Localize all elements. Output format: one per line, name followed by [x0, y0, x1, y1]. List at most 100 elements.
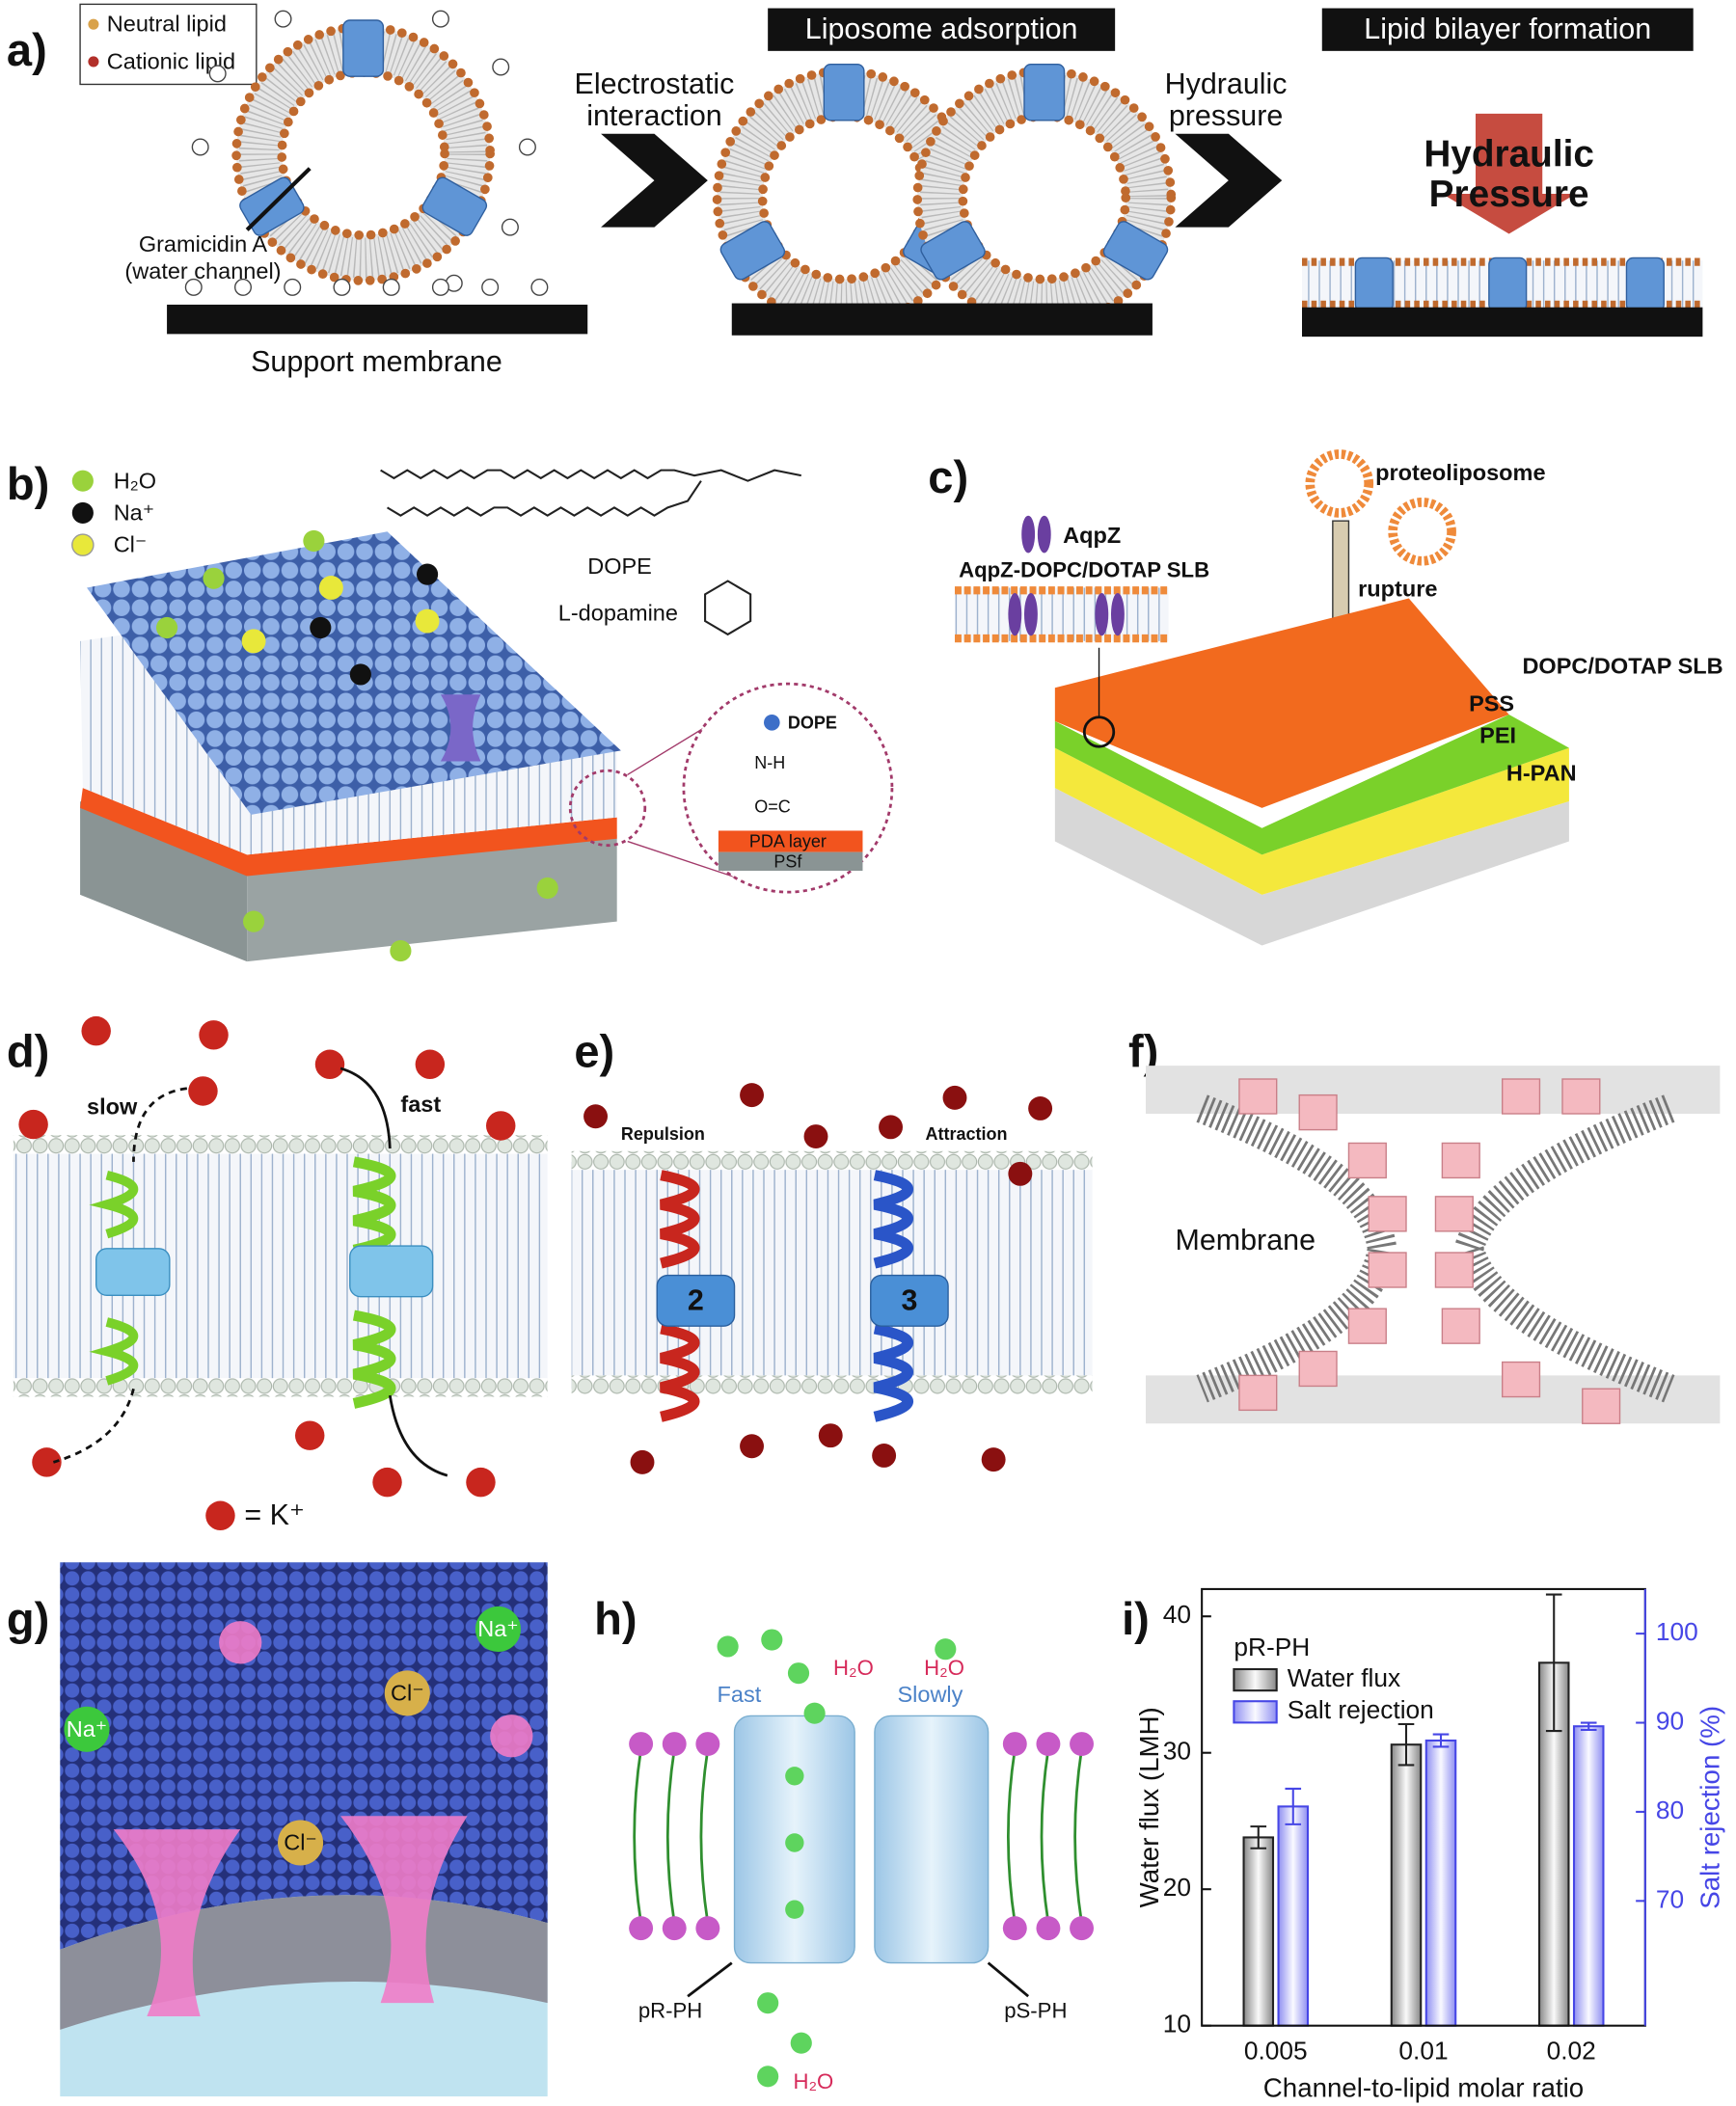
ions	[303, 529, 325, 553]
annotation: proteoliposome	[1375, 460, 1545, 485]
annotation: interaction	[586, 99, 722, 132]
panel-d: d) slow fast = K⁺	[7, 1015, 548, 1531]
channels	[113, 1829, 241, 2016]
helix	[873, 1170, 913, 1422]
error-bar	[1250, 1825, 1267, 1850]
channels	[340, 1816, 468, 2004]
annotation: O=C	[754, 797, 791, 817]
annotation: PSf	[773, 851, 802, 871]
ions	[318, 576, 343, 600]
panel-b: b) H₂O Na⁺ Cl⁻ DOPE L-dopamine DOPE N-H …	[7, 458, 894, 962]
pressure-arrow	[1442, 113, 1576, 234]
legend-swatch	[1233, 1700, 1278, 1724]
ions	[372, 1467, 402, 1498]
pillar-units	[1238, 1374, 1278, 1412]
ion-label: Na⁺	[67, 1716, 107, 1742]
pointer	[687, 1961, 733, 1998]
channels	[1354, 256, 1394, 312]
negative-charges	[234, 278, 252, 296]
water	[803, 1702, 826, 1724]
annotation: fast	[400, 1092, 441, 1117]
water	[761, 1629, 783, 1651]
ions	[803, 1124, 828, 1148]
annotation: Gramicidin A	[139, 231, 268, 256]
pei	[1054, 747, 1569, 895]
liposome	[917, 65, 1171, 325]
ions	[203, 567, 225, 589]
panel-a: a) Neutral lipid Cationic lipid Gramicid…	[7, 4, 1703, 378]
helix	[660, 1170, 700, 1422]
aqpz-icon	[1037, 515, 1051, 554]
liposome	[236, 20, 490, 281]
arrow	[1175, 133, 1283, 228]
ions	[64, 1706, 110, 1752]
water-label: H₂O	[924, 1656, 964, 1680]
ions	[156, 529, 558, 962]
x-tick-label: 0.005	[1244, 2036, 1308, 2065]
water	[785, 1767, 804, 1786]
channels	[490, 1714, 533, 1758]
lipid-heads	[1036, 1732, 1061, 1756]
step-title: Liposome adsorption	[805, 13, 1078, 45]
error-bar	[1285, 1787, 1302, 1825]
lipid-tails	[633, 1748, 1083, 1924]
y-tick-label: 10	[1163, 2010, 1191, 2038]
legend-text: Cl⁻	[114, 532, 148, 557]
x-tick-label: 0.02	[1547, 2036, 1596, 2065]
annotation: Support membrane	[251, 345, 502, 378]
pillar-units	[1238, 1078, 1621, 1424]
charges	[191, 10, 536, 292]
helix	[89, 1170, 139, 1386]
annotation: Fast	[718, 1682, 762, 1707]
ion-label: Cl⁻	[391, 1681, 424, 1706]
y2-tick-label: 90	[1656, 1706, 1684, 1735]
x-axis-title: Channel-to-lipid molar ratio	[1263, 2072, 1584, 2102]
annotation: N-H	[754, 753, 785, 772]
charges	[501, 218, 519, 236]
structure	[704, 580, 752, 636]
panel-e: e) 2 3 Repulsion Attraction	[571, 1026, 1093, 1474]
annotation: pR-PH	[638, 1999, 702, 2023]
pointer	[987, 1961, 1030, 1998]
path-arrow	[52, 1087, 188, 1464]
bar	[1424, 1739, 1457, 2027]
bilayer	[571, 1161, 1093, 1390]
pillar-units	[1441, 1142, 1480, 1179]
ions	[942, 1085, 967, 1110]
pillar-units	[1298, 1094, 1338, 1131]
ions	[81, 1015, 111, 1046]
panel-label: d)	[7, 1026, 49, 1077]
path-arrow	[339, 1066, 448, 1477]
arrow	[601, 133, 708, 228]
ions	[536, 877, 558, 900]
annotation: slow	[87, 1094, 138, 1120]
ions	[879, 1115, 903, 1140]
pillar-units	[1298, 1350, 1338, 1388]
charges	[208, 65, 227, 83]
y2-tick-label: 100	[1656, 1617, 1698, 1646]
legend-text: Neutral lipid	[107, 12, 227, 37]
ions	[486, 1111, 516, 1141]
panel-h: h) H₂O H₂O H₂O Fast Slowly pR-PH pS-PH	[594, 1593, 1094, 2093]
channel	[656, 1274, 736, 1327]
ions	[18, 1015, 516, 1530]
ions	[349, 663, 371, 686]
channels	[1625, 256, 1665, 312]
channel	[95, 1248, 171, 1296]
negative-charges	[184, 278, 549, 296]
annotation: (water channel)	[124, 258, 281, 284]
legend-label: Salt rejection	[1288, 1695, 1434, 1724]
title-box	[1321, 8, 1694, 51]
support	[80, 801, 248, 962]
ions	[243, 910, 265, 932]
channels	[1354, 256, 1665, 312]
charges	[431, 10, 449, 28]
legend-icon	[88, 56, 99, 68]
zoom	[568, 769, 647, 848]
panel-label: h)	[594, 1593, 637, 1644]
bar	[1277, 1805, 1310, 2027]
charges	[492, 58, 510, 76]
ions	[415, 608, 440, 634]
negative-charges	[184, 278, 203, 296]
